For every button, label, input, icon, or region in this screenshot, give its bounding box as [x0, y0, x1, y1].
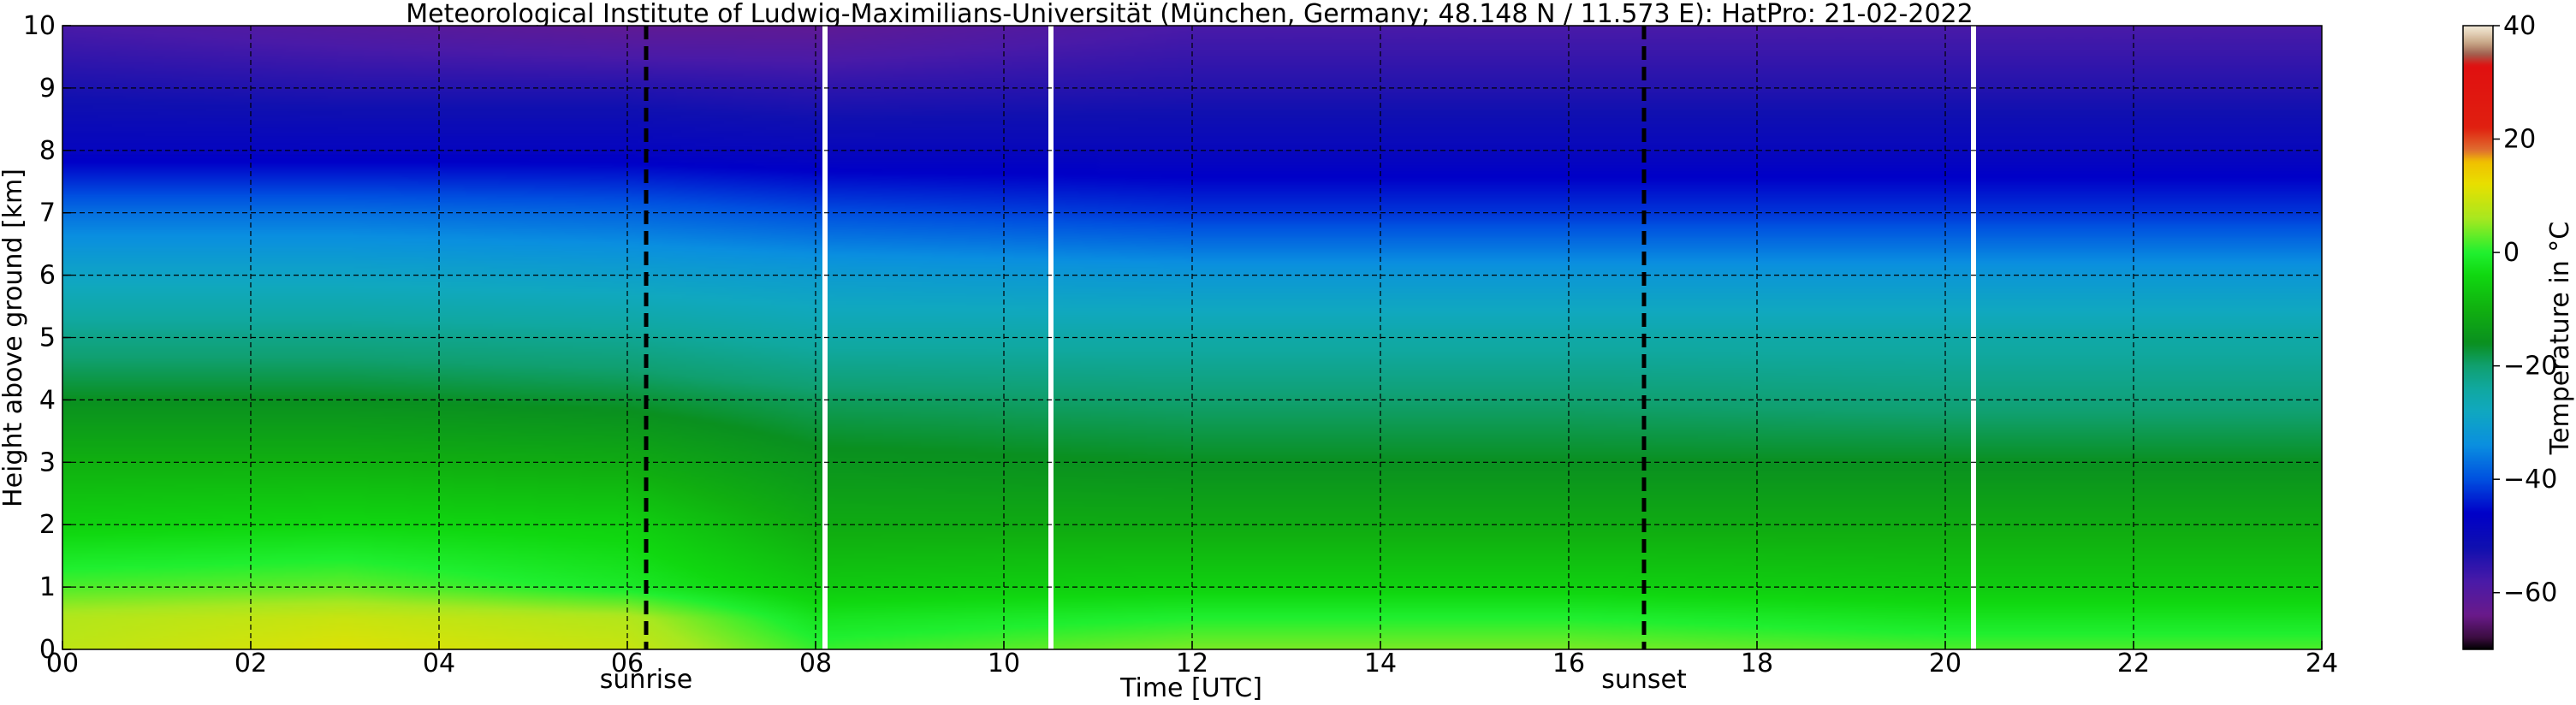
colorbar-tick-label: 0 — [2503, 238, 2520, 268]
x-tick-label: 14 — [1364, 649, 1397, 678]
x-axis-label: Time [UTC] — [1119, 673, 1262, 703]
colorbar-ticks: 40 20 0 −20 −40 −60 — [2493, 11, 2557, 608]
x-tick-label: 24 — [2306, 649, 2338, 678]
colorbar-tick-label: 20 — [2503, 125, 2536, 155]
x-tick-label: 06 — [611, 649, 644, 678]
y-tick-label: 5 — [39, 323, 56, 353]
x-tick-label: 10 — [988, 649, 1020, 678]
y-tick-label: 2 — [39, 510, 56, 540]
colorbar-tick-label: −20 — [2503, 352, 2557, 382]
x-tick-label: 02 — [234, 649, 267, 678]
y-axis-label: Height above ground [km] — [0, 169, 28, 507]
x-tick-label: 16 — [1552, 649, 1585, 678]
x-tick-label: 00 — [46, 649, 79, 678]
grid-lines — [62, 26, 2322, 649]
annotation-label: sunrise — [600, 665, 692, 695]
chart-title: Meteorological Institute of Ludwig-Maxim… — [406, 0, 1973, 29]
y-axis-ticks: 0 1 2 3 4 5 6 7 8 9 10 — [23, 11, 71, 665]
x-tick-label: 22 — [2117, 649, 2150, 678]
y-tick-label: 8 — [39, 136, 56, 166]
y-tick-label: 3 — [39, 447, 56, 477]
annotations: sunrise sunset — [600, 26, 1687, 695]
x-tick-label: 20 — [1929, 649, 1962, 678]
colorbar-tick-label: −60 — [2503, 578, 2557, 608]
annotation-label: sunset — [1601, 665, 1687, 695]
colorbar-frame — [2462, 25, 2494, 650]
x-tick-label: 04 — [423, 649, 455, 678]
colorbar-tick-label: 40 — [2503, 11, 2536, 41]
y-tick-label: 4 — [39, 385, 56, 415]
x-tick-label: 08 — [799, 649, 832, 678]
y-tick-label: 7 — [39, 198, 56, 228]
y-tick-label: 0 — [39, 635, 56, 665]
y-tick-label: 1 — [39, 572, 56, 602]
x-tick-label: 18 — [1741, 649, 1773, 678]
x-axis-ticks: 00 02 04 06 08 10 12 14 16 18 20 22 24 — [46, 641, 2338, 678]
y-tick-label: 9 — [39, 74, 56, 104]
colorbar — [2463, 26, 2493, 649]
y-tick-label: 6 — [39, 261, 56, 291]
y-tick-label: 10 — [23, 11, 56, 41]
colorbar-label: Temperature in °C — [2545, 222, 2575, 455]
x-tick-label: 12 — [1176, 649, 1208, 678]
colorbar-tick-label: −40 — [2503, 465, 2557, 495]
